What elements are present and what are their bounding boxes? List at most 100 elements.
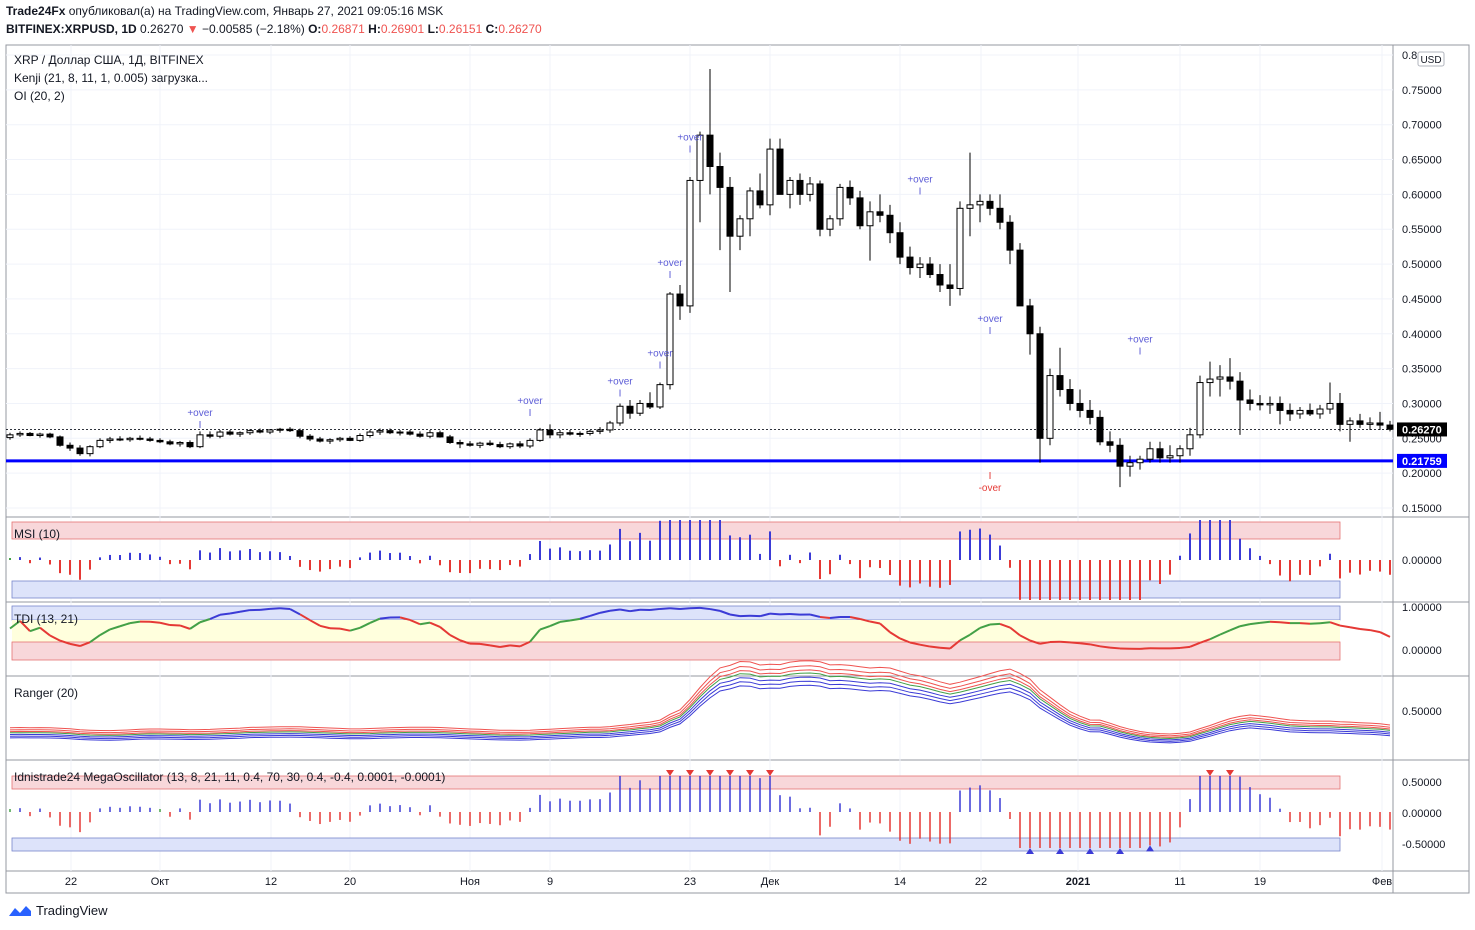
candle-body [656,384,664,408]
tdi-segment [949,639,961,650]
candle-body [6,434,14,439]
tdi-segment [559,619,571,623]
y-tick-label: 0.60000 [1402,189,1442,201]
osc-tick-label: 0.50000 [1402,706,1442,718]
candle-body [776,148,784,195]
candle-body [1066,389,1074,404]
footer-brand[interactable]: TradingView [8,903,108,918]
tdi-segment [399,616,411,621]
low-value: 0.26151 [438,22,483,36]
x-tick-label: 11 [1174,876,1185,888]
candle-body [306,435,314,440]
tdi-segment [479,642,491,647]
candle-body [1156,448,1164,459]
candle-body [886,214,894,234]
tdi-segment [419,621,431,626]
candle-body [546,429,554,436]
tdi-segment [869,620,881,625]
candle-body [316,438,324,442]
candle-body [826,218,834,230]
tdi-segment [919,643,931,648]
candle-body [476,442,484,446]
tdi-segment [409,619,421,626]
tdi-segment [1339,624,1351,629]
candle-body [1216,376,1224,380]
osc-tick-label: 0.50000 [1402,777,1442,789]
over-marker: +over [657,258,683,269]
candle-body [46,433,54,438]
tdi-segment [289,608,301,616]
candle-body [486,442,494,446]
candle-body [116,438,124,441]
osc-tick-label: 0.00000 [1402,645,1442,657]
candle-body [176,441,184,445]
candle-body [196,434,204,448]
tdi-segment [899,637,911,644]
currency-badge[interactable]: USD [1417,51,1445,67]
chart-area[interactable]: 0.8 0.75000 0.70000 0.65000 0.60000 0.55000 0.… [0,40,1475,895]
candle-body [866,211,874,227]
tdi-segment [1019,634,1031,642]
candle-body [1306,409,1314,415]
candle-body [396,431,404,434]
candle-body [1006,221,1014,251]
y-tick-label: 0.30000 [1402,398,1442,410]
tdi-segment [489,644,501,648]
tdi-segment [99,628,111,636]
tdi-segment [929,645,941,649]
close-value: 0.26270 [498,22,542,36]
candle-body [526,439,534,447]
ranger-band [9,680,1391,742]
candle-body [286,428,294,432]
last-price-badge-text: 0.26270 [1402,424,1442,436]
tdi-segment [1329,621,1341,627]
tdi-segment [1259,620,1271,624]
buy-signal-icon [1146,845,1154,852]
candle-body [1236,380,1244,401]
candle-body [1326,402,1334,410]
candle-body [496,444,504,448]
osc-tick-label: 1.00000 [1402,602,1442,614]
high-label: H: [368,22,381,36]
candle-body [686,179,694,307]
over-marker-tick: I [529,408,532,419]
over-marker-tick: I [1139,347,1142,358]
candle-body [1296,409,1304,415]
tdi-segment [539,625,551,631]
tdi-segment [359,622,371,629]
x-tick-label: 20 [344,876,356,888]
y-tick-label: 0.15000 [1402,503,1442,515]
ohlc-header: BITFINEX:XRPUSD, 1D 0.26270 ▼ −0.00585 (… [6,22,542,36]
ranger-band [9,669,1391,738]
candle-body [456,441,464,445]
candle-body [1256,402,1264,406]
tdi-segment [319,624,331,630]
tdi-segment [309,619,321,627]
tdi-segment [1249,621,1261,626]
candle-body [586,430,594,434]
candle-body [1026,305,1034,335]
candle-body [1226,376,1234,382]
tdi-segment [119,622,131,628]
candle-body [1336,402,1344,425]
candle-body [346,437,354,441]
pane-mega-label: Idnistrade24 MegaOscillator (13, 8, 21, … [14,770,445,784]
x-tick-label: Ноя [460,876,480,888]
candle-body [1316,408,1324,415]
tdi-segment [849,616,861,620]
candle-body [516,443,524,447]
candle-body [1086,409,1094,418]
candle-body [336,437,344,441]
x-tick-label: Окт [151,876,170,888]
candle-body [796,179,804,195]
candle-body [136,437,144,440]
tdi-segment [1189,641,1201,648]
pane-tdi-label: TDI (13, 21) [14,612,78,626]
candle-body [1166,455,1174,459]
tdi-segment [269,607,281,610]
candle-body [206,434,214,437]
tdi-segment [589,611,601,617]
tdi-segment [1079,642,1091,646]
osc-tick-label: 0.00000 [1402,808,1442,820]
candle-body [356,435,364,441]
